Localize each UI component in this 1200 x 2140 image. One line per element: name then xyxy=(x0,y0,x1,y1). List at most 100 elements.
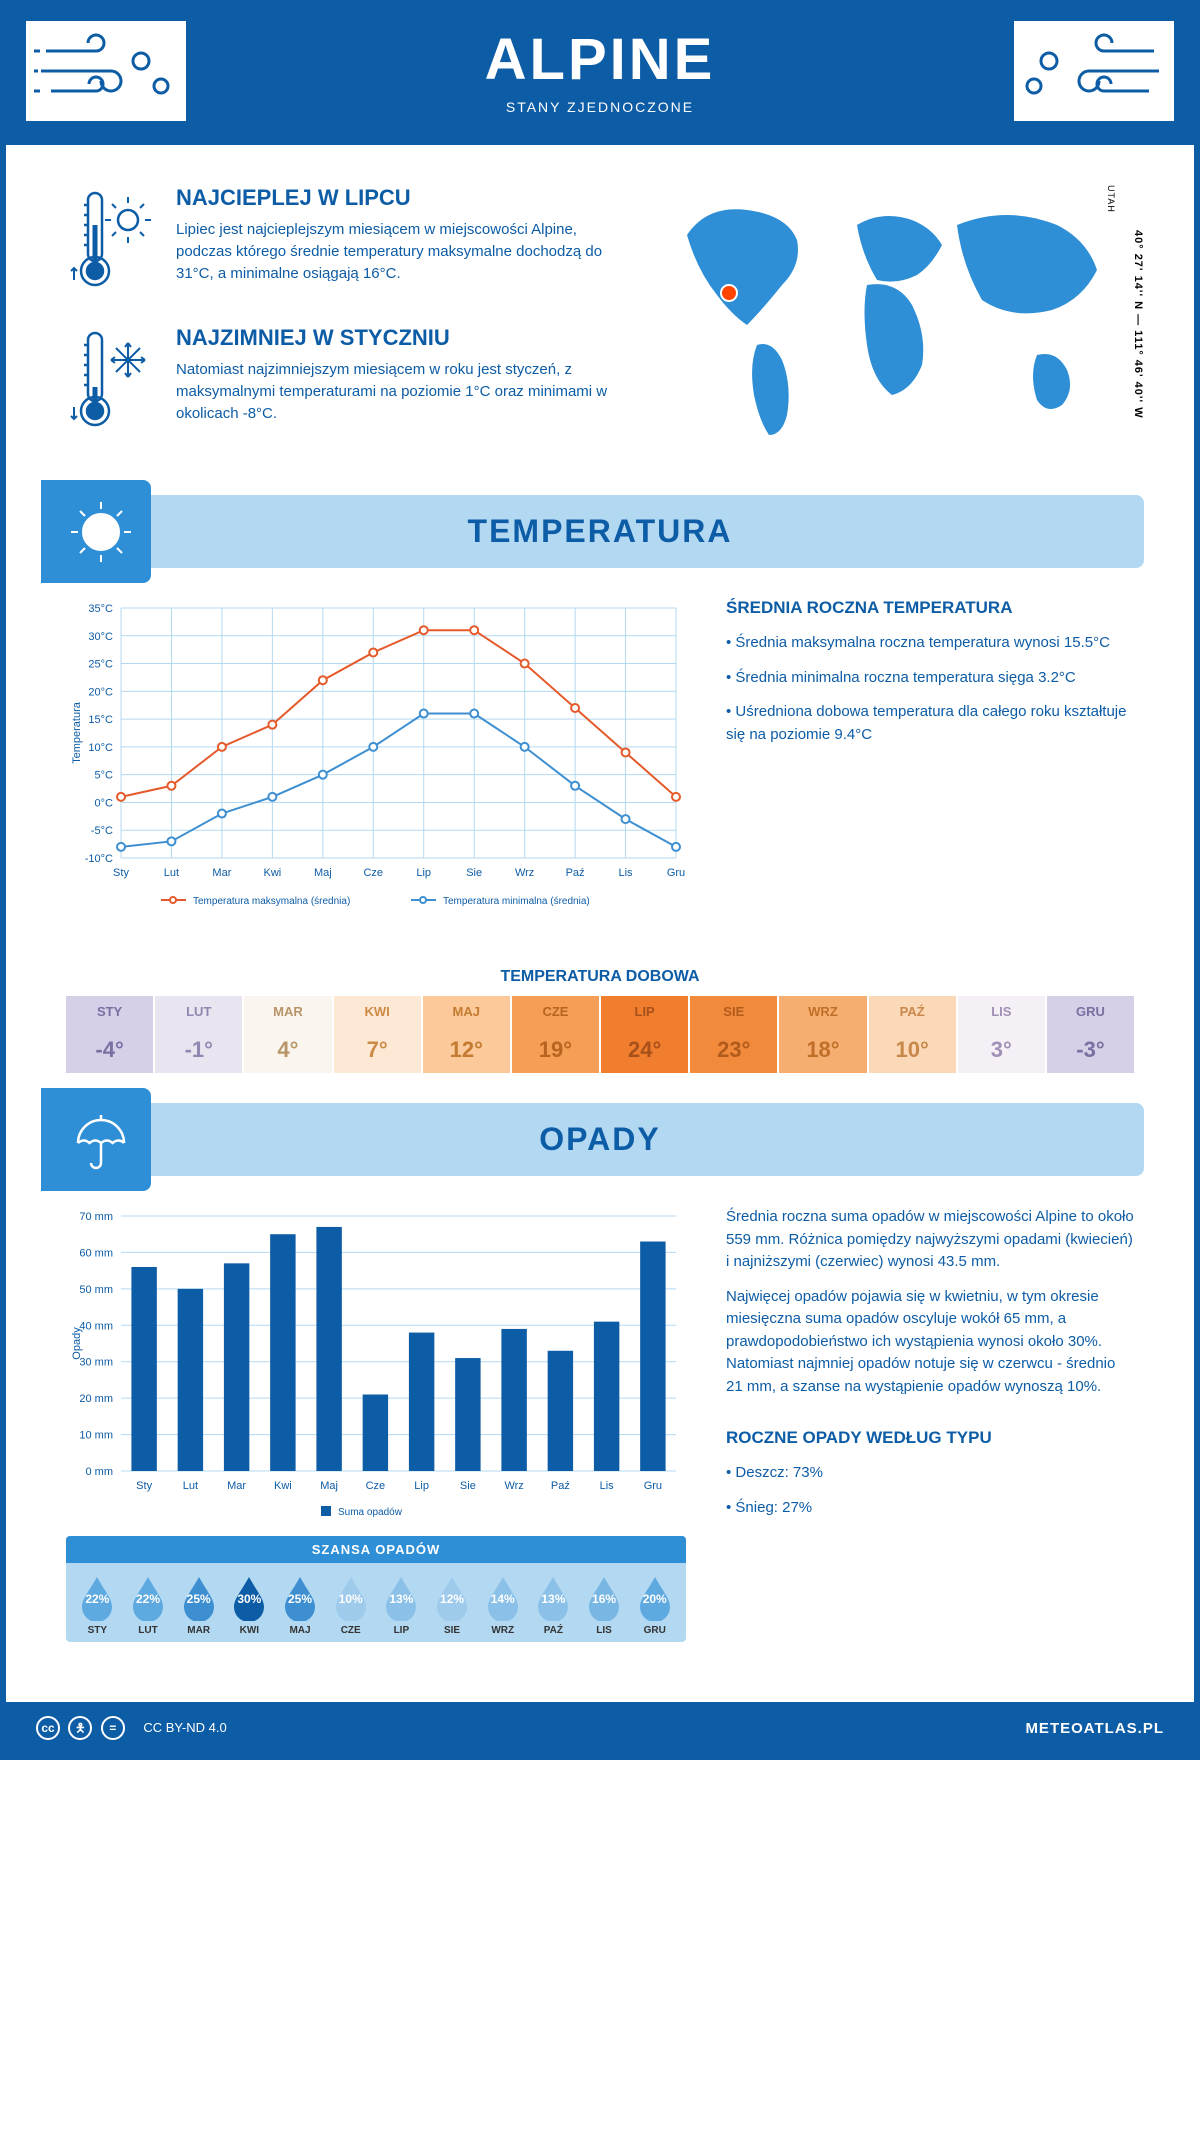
rain-drop-cell: 12%SIE xyxy=(427,1573,478,1636)
heat-cell: KWI7° xyxy=(334,996,423,1073)
svg-text:30 mm: 30 mm xyxy=(79,1357,113,1369)
svg-text:15°C: 15°C xyxy=(88,714,113,726)
precip-type-0: • Deszcz: 73% xyxy=(726,1462,1134,1485)
intro-section: NAJCIEPLEJ W LIPCU Lipiec jest najcieple… xyxy=(6,145,1194,495)
rain-drop-cell: 30%KWI xyxy=(224,1573,275,1636)
temperature-section-header: TEMPERATURA xyxy=(56,495,1144,568)
temp-bullet-2: • Uśredniona dobowa temperatura dla całe… xyxy=(726,701,1134,746)
cold-title: NAJZIMNIEJ W STYCZNIU xyxy=(176,325,610,351)
rain-drop-cell: 14%WRZ xyxy=(477,1573,528,1636)
svg-text:Gru: Gru xyxy=(644,1480,662,1492)
precip-stats: Średnia roczna suma opadów w miejscowośc… xyxy=(726,1206,1134,1642)
svg-text:Gru: Gru xyxy=(667,867,685,879)
temp-bullet-1: • Średnia minimalna roczna temperatura s… xyxy=(726,667,1134,690)
svg-text:-5°C: -5°C xyxy=(91,825,113,837)
svg-text:Lut: Lut xyxy=(183,1480,198,1492)
svg-text:Kwi: Kwi xyxy=(263,867,281,879)
svg-text:Cze: Cze xyxy=(363,867,383,879)
coords-label: 40° 27' 14'' N — 111° 46' 40'' W xyxy=(1132,230,1144,419)
svg-text:Wrz: Wrz xyxy=(504,1480,523,1492)
svg-text:Temperatura maksymalna (średni: Temperatura maksymalna (średnia) xyxy=(193,896,350,907)
rain-drop-cell: 13%LIP xyxy=(376,1573,427,1636)
svg-text:Kwi: Kwi xyxy=(274,1480,292,1492)
svg-text:35°C: 35°C xyxy=(88,603,113,615)
info-column: NAJCIEPLEJ W LIPCU Lipiec jest najcieple… xyxy=(66,185,610,465)
thermometer-hot-icon xyxy=(66,185,156,295)
precip-content: 0 mm10 mm20 mm30 mm40 mm50 mm60 mm70 mmS… xyxy=(6,1176,1194,1672)
precip-heading: OPADY xyxy=(56,1121,1144,1158)
heat-cell: STY-4° xyxy=(66,996,155,1073)
svg-text:Maj: Maj xyxy=(320,1480,338,1492)
rain-chance-title: SZANSA OPADÓW xyxy=(66,1536,686,1563)
temperature-chart: -10°C-5°C0°C5°C10°C15°C20°C25°C30°C35°CS… xyxy=(66,598,686,918)
precip-type-title: ROCZNE OPADY WEDŁUG TYPU xyxy=(726,1428,1134,1448)
rain-drop-cell: 22%LUT xyxy=(123,1573,174,1636)
svg-text:Temperatura minimalna (średnia: Temperatura minimalna (średnia) xyxy=(443,896,590,907)
svg-text:Maj: Maj xyxy=(314,867,332,879)
svg-text:40 mm: 40 mm xyxy=(79,1320,113,1332)
heat-cell: GRU-3° xyxy=(1047,996,1134,1073)
precip-section-header: OPADY xyxy=(56,1103,1144,1176)
svg-text:25°C: 25°C xyxy=(88,659,113,671)
temperature-content: -10°C-5°C0°C5°C10°C15°C20°C25°C30°C35°CS… xyxy=(6,568,1194,948)
license-text: CC BY-ND 4.0 xyxy=(143,1720,226,1735)
svg-text:60 mm: 60 mm xyxy=(79,1247,113,1259)
temperature-stats: ŚREDNIA ROCZNA TEMPERATURA • Średnia mak… xyxy=(726,598,1134,918)
hot-title: NAJCIEPLEJ W LIPCU xyxy=(176,185,610,211)
rain-drop-cell: 13%PAŹ xyxy=(528,1573,579,1636)
footer: cc 🯅 = CC BY-ND 4.0 METEOATLAS.PL xyxy=(6,1702,1194,1754)
precip-text-1: Średnia roczna suma opadów w miejscowośc… xyxy=(726,1206,1134,1274)
heat-cell: MAR4° xyxy=(244,996,333,1073)
svg-text:Sty: Sty xyxy=(113,867,129,879)
svg-text:Lip: Lip xyxy=(414,1480,429,1492)
heat-cell: SIE23° xyxy=(690,996,779,1073)
nd-icon: = xyxy=(101,1716,125,1740)
daily-temp-heading: TEMPERATURA DOBOWA xyxy=(6,968,1194,986)
daily-temp-heatmap: STY-4°LUT-1°MAR4°KWI7°MAJ12°CZE19°LIP24°… xyxy=(66,996,1134,1073)
svg-text:Lis: Lis xyxy=(619,867,634,879)
svg-text:20 mm: 20 mm xyxy=(79,1393,113,1405)
svg-text:Sie: Sie xyxy=(466,867,482,879)
precip-chart-column: 0 mm10 mm20 mm30 mm40 mm50 mm60 mm70 mmS… xyxy=(66,1206,686,1642)
rain-drop-cell: 25%MAJ xyxy=(275,1573,326,1636)
coldest-block: NAJZIMNIEJ W STYCZNIU Natomiast najzimni… xyxy=(66,325,610,435)
cold-text: Natomiast najzimniejszym miesiącem w rok… xyxy=(176,359,610,424)
temp-bullet-0: • Średnia maksymalna roczna temperatura … xyxy=(726,632,1134,655)
map-column: UTAH 40° 27' 14'' N — 111° 46' 40'' W xyxy=(640,185,1134,465)
svg-text:Paź: Paź xyxy=(566,867,585,879)
svg-text:Mar: Mar xyxy=(227,1480,246,1492)
world-map-icon xyxy=(657,185,1117,445)
svg-text:Suma opadów: Suma opadów xyxy=(338,1507,403,1518)
svg-text:-10°C: -10°C xyxy=(85,853,113,865)
svg-text:10 mm: 10 mm xyxy=(79,1430,113,1442)
svg-text:Wrz: Wrz xyxy=(515,867,534,879)
svg-text:Opady: Opady xyxy=(71,1327,83,1360)
svg-text:20°C: 20°C xyxy=(88,686,113,698)
svg-text:Sty: Sty xyxy=(136,1480,152,1492)
page: ALPINE STANY ZJEDNOCZONE xyxy=(0,0,1200,1760)
license-block: cc 🯅 = CC BY-ND 4.0 xyxy=(36,1716,227,1740)
hot-text: Lipiec jest najcieplejszym miesiącem w m… xyxy=(176,219,610,284)
heat-cell: LIS3° xyxy=(958,996,1047,1073)
cc-icon: cc xyxy=(36,1716,60,1740)
header: ALPINE STANY ZJEDNOCZONE xyxy=(6,6,1194,145)
rain-drop-cell: 10%CZE xyxy=(325,1573,376,1636)
svg-text:Mar: Mar xyxy=(212,867,231,879)
svg-text:0°C: 0°C xyxy=(95,797,114,809)
temp-heading: TEMPERATURA xyxy=(56,513,1144,550)
precip-type-1: • Śnieg: 27% xyxy=(726,1497,1134,1520)
heat-cell: WRZ18° xyxy=(779,996,868,1073)
hottest-block: NAJCIEPLEJ W LIPCU Lipiec jest najcieple… xyxy=(66,185,610,295)
svg-text:Lut: Lut xyxy=(164,867,179,879)
svg-text:10°C: 10°C xyxy=(88,742,113,754)
rain-drop-cell: 25%MAR xyxy=(173,1573,224,1636)
precip-text-2: Najwięcej opadów pojawia się w kwietniu,… xyxy=(726,1286,1134,1399)
svg-text:0 mm: 0 mm xyxy=(86,1466,114,1478)
svg-text:Temperatura: Temperatura xyxy=(71,701,83,764)
heat-cell: MAJ12° xyxy=(423,996,512,1073)
heat-cell: LIP24° xyxy=(601,996,690,1073)
heat-cell: LUT-1° xyxy=(155,996,244,1073)
rain-drop-cell: 22%STY xyxy=(72,1573,123,1636)
svg-text:Paź: Paź xyxy=(551,1480,570,1492)
region-label: UTAH xyxy=(1106,185,1116,213)
